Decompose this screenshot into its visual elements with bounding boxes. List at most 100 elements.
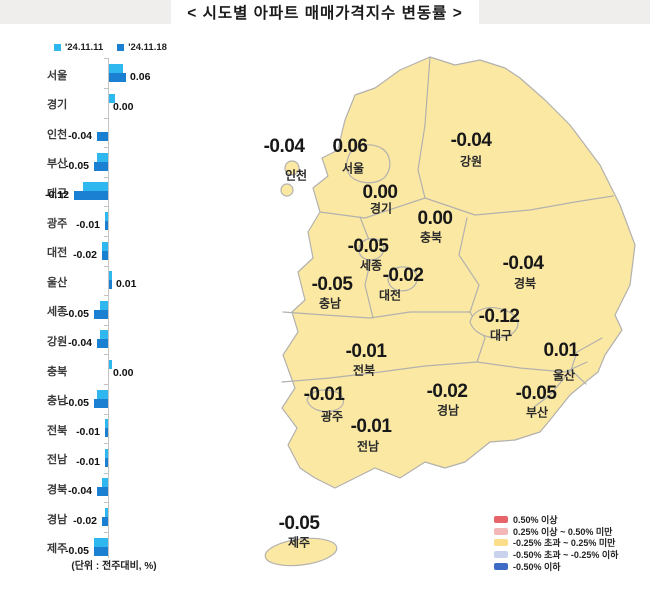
map-legend-swatch-icon	[494, 539, 508, 547]
map-region-value: 0.06	[332, 136, 368, 157]
map-legend-label: -0.50% 초과 ~ -0.25% 이하	[513, 550, 619, 561]
bar-axis-tick	[104, 295, 109, 297]
bar-value-label: -0.01	[76, 426, 100, 439]
map-panel: -0.04 인천 0.06 서울 0.00 경기 -0.04 강원 0.00 충북 -0.05 세종 -…	[234, 46, 650, 589]
border-chungnam-jeonbuk	[282, 311, 471, 319]
map-region-value: -0.05	[515, 383, 557, 404]
map-region-name: 부산	[525, 405, 549, 420]
bar-value-label: -0.04	[68, 337, 92, 350]
map-region-value: -0.01	[345, 341, 387, 362]
bar-week1	[105, 508, 108, 517]
bar-region-label: 세종	[47, 306, 68, 319]
bar-value-label: 0.01	[116, 278, 137, 291]
bar-region-label: 서울	[47, 69, 68, 82]
bar-value-label: -0.01	[76, 219, 100, 231]
map-region-value: -0.05	[347, 236, 389, 257]
map-region-value: -0.05	[278, 513, 320, 534]
bar-region-label: 경북	[47, 483, 68, 496]
bar-axis-tick	[104, 265, 109, 267]
map-region-value: -0.04	[263, 136, 305, 157]
map-legend-swatch-icon	[494, 516, 508, 524]
bar-value-label: -0.01	[76, 455, 100, 468]
map-region-value: 0.00	[362, 182, 398, 203]
bar-week2	[105, 428, 108, 438]
border-busan	[533, 369, 572, 408]
bar-region-label: 인천	[47, 128, 68, 141]
border-gangwon-south	[424, 195, 614, 216]
map-daegu-shape	[469, 307, 519, 339]
bar-axis-tick	[104, 206, 109, 208]
bar-axis-tick	[104, 354, 109, 356]
bar-axis-tick	[104, 117, 109, 119]
bar-week2	[94, 161, 108, 171]
bar-axis-tick	[104, 176, 109, 178]
unit-note: (단위 : 전주대비, %)	[71, 561, 157, 572]
bar-value-label: -0.04	[68, 485, 92, 498]
map-region-name: 전북	[352, 363, 376, 378]
bar-value-label: 0.00	[113, 367, 134, 379]
map-incheon-island-1	[284, 160, 300, 176]
bar-region-label: 광주	[47, 217, 68, 230]
map-legend-swatch-icon	[494, 562, 508, 570]
bar-region-label: 경남	[47, 513, 68, 526]
map-region-value: -0.04	[502, 253, 544, 274]
bar-region-label: 충북	[47, 365, 68, 378]
bar-axis-tick	[104, 561, 109, 563]
bar-value-label: 0.06	[130, 71, 151, 83]
bar-region-label: 전남	[47, 454, 68, 467]
map-legend-item: -0.25% 초과 ~ 0.25% 미만	[494, 537, 618, 549]
bar-axis-tick	[104, 472, 109, 474]
bar-week2	[94, 546, 108, 556]
bar-region-label: 경기	[47, 99, 68, 112]
bar-axis-tick	[104, 236, 109, 237]
bar-axis-tick	[104, 502, 109, 504]
legend-label-week1: '24.11.11	[65, 42, 104, 53]
border-chungnam-east	[359, 216, 374, 319]
map-region-name: 강원	[459, 154, 483, 169]
border-gyeongbuk-gyeongnam	[476, 361, 588, 373]
bar-week1	[102, 241, 108, 251]
bar-region-label: 부산	[47, 158, 68, 171]
border-chungbuk-gyeongbuk	[458, 217, 480, 313]
bar-value-label: -0.05	[65, 544, 89, 557]
legend-swatch-week1-icon	[54, 44, 61, 51]
bar-axis-tick	[104, 88, 109, 89]
map-region-name: 경기	[369, 201, 393, 216]
header-band: < 시도별 아파트 매매가격지수 변동률 >	[0, 0, 650, 24]
bar-chart-axis	[108, 58, 109, 558]
bar-value-label: 0.00	[113, 100, 134, 113]
bar-value-label: -0.12	[45, 189, 69, 202]
map-region-name: 울산	[552, 368, 576, 383]
bar-axis-tick	[104, 443, 109, 445]
border-gyeonggi-gangwon	[417, 56, 431, 199]
bar-week2	[109, 73, 126, 82]
bar-week2	[105, 221, 108, 230]
map-legend-item: -0.50% 초과 ~ -0.25% 이하	[494, 549, 618, 561]
map-region-value: 0.00	[417, 208, 453, 229]
map-region-name: 대전	[378, 288, 402, 303]
map-legend-label: 0.25% 이상 ~ 0.50% 미만	[513, 526, 613, 537]
bar-week2	[97, 487, 108, 497]
bar-region-label: 강원	[47, 335, 68, 348]
bar-chart-panel: '24.11.11 '24.11.18 서울 0.06 경기 0.00 인천 -0.04 부…	[0, 36, 234, 589]
bar-week1	[109, 271, 112, 281]
legend-label-week2: '24.11.18	[128, 42, 167, 53]
map-legend-item: 0.25% 이상 ~ 0.50% 미만	[494, 526, 618, 538]
bar-value-label: -0.05	[65, 307, 89, 320]
map-region-value: -0.12	[478, 306, 520, 327]
map-region-value: -0.02	[426, 381, 468, 402]
bar-week1	[102, 478, 108, 488]
map-region-value: -0.01	[303, 384, 345, 405]
map-legend-label: -0.50% 이하	[513, 561, 561, 572]
bar-week1	[105, 212, 108, 221]
bar-region-label: 대구	[47, 187, 68, 200]
map-jeju-shape	[264, 537, 338, 567]
legend-item-week1: '24.11.11	[54, 42, 103, 53]
map-region-name: 인천	[284, 168, 308, 183]
page-title: < 시도별 아파트 매매가격지수 변동률 >	[171, 0, 479, 24]
bar-week1	[105, 448, 108, 458]
map-region-value: -0.02	[382, 265, 424, 286]
bar-week1	[109, 360, 112, 369]
map-legend-label: -0.25% 초과 ~ 0.25% 미만	[513, 538, 616, 549]
bar-axis-tick	[104, 324, 109, 326]
